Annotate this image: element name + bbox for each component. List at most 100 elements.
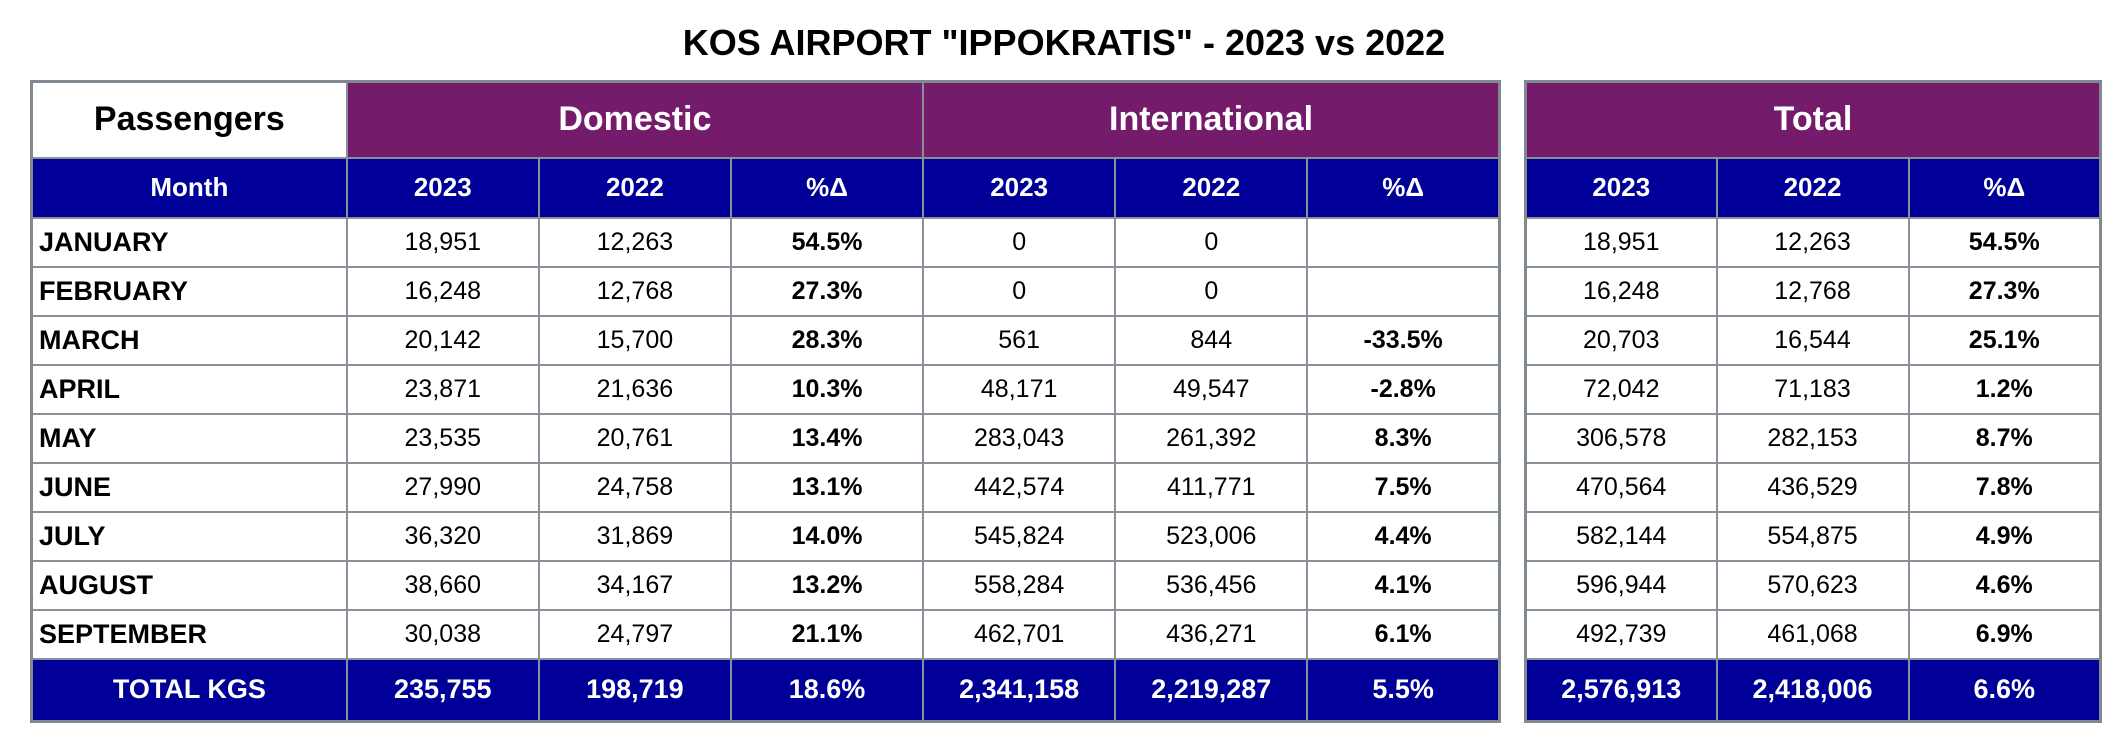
international-2022-cell: 523,006: [1114, 510, 1309, 562]
table-row: JULY 36,320 31,869 14.0% 545,824 523,006 4.4%: [30, 510, 1501, 562]
international-change-cell: [1306, 265, 1501, 317]
domestic-2023-cell: 23,535: [345, 412, 540, 464]
domestic-header: Domestic: [345, 80, 925, 159]
domestic-2023-header: 2023: [345, 156, 540, 219]
total-change-cell: 25.1%: [1907, 314, 2102, 366]
total-2023-cell: 492,739: [1524, 608, 1718, 660]
domestic-change-cell: 54.5%: [729, 216, 925, 268]
domestic-2022-cell: 24,797: [537, 608, 732, 660]
domestic-change-header: %Δ: [729, 156, 925, 219]
total-change-cell: 54.5%: [1907, 216, 2102, 268]
international-2023-cell: 462,701: [922, 608, 1117, 660]
total-row: TOTAL KGS 235,755 198,719 18.6% 2,341,158 2,2…: [30, 657, 1501, 723]
international-2023-header: 2023: [922, 156, 1117, 219]
domestic-change-cell: 13.2%: [729, 559, 925, 611]
domestic-2023-cell: 16,248: [345, 265, 540, 317]
total-2022-total: 2,418,006: [1715, 657, 1910, 723]
international-2022-cell: 436,271: [1114, 608, 1309, 660]
total-change-cell: 8.7%: [1907, 412, 2102, 464]
international-2023-cell: 0: [922, 265, 1117, 317]
total-2022-cell: 570,623: [1715, 559, 1910, 611]
international-2022-cell: 49,547: [1114, 363, 1309, 415]
total-change-cell: 27.3%: [1907, 265, 2102, 317]
table-row: 492,739 461,068 6.9%: [1524, 608, 2102, 660]
international-2023-cell: 558,284: [922, 559, 1117, 611]
domestic-change-cell: 13.4%: [729, 412, 925, 464]
total-table: Total 2023 2022 %Δ 18,951 12,263 54.5% 16,2…: [1524, 80, 2102, 723]
table-row: SEPTEMBER 30,038 24,797 21.1% 462,701 436,271…: [30, 608, 1501, 660]
table-row: 16,248 12,768 27.3%: [1524, 265, 2102, 317]
domestic-2023-cell: 20,142: [345, 314, 540, 366]
international-2022-cell: 0: [1114, 265, 1309, 317]
table-row: 582,144 554,875 4.9%: [1524, 510, 2102, 562]
international-change-cell: -2.8%: [1306, 363, 1501, 415]
total-change-cell: 7.8%: [1907, 461, 2102, 513]
domestic-2022-total: 198,719: [537, 657, 732, 723]
international-2022-cell: 261,392: [1114, 412, 1309, 464]
total-2023-cell: 596,944: [1524, 559, 1718, 611]
total-change-cell: 6.9%: [1907, 608, 2102, 660]
domestic-change-total: 18.6%: [729, 657, 925, 723]
total-change-header: %Δ: [1907, 156, 2102, 219]
domestic-2022-cell: 12,768: [537, 265, 732, 317]
total-2022-cell: 554,875: [1715, 510, 1910, 562]
international-2023-cell: 561: [922, 314, 1117, 366]
international-2023-cell: 283,043: [922, 412, 1117, 464]
domestic-2022-cell: 21,636: [537, 363, 732, 415]
total-2022-cell: 282,153: [1715, 412, 1910, 464]
table-row: MARCH 20,142 15,700 28.3% 561 844 -33.5%: [30, 314, 1501, 366]
international-2022-header: 2022: [1114, 156, 1309, 219]
month-cell: JUNE: [30, 461, 348, 513]
table-row: 20,703 16,544 25.1%: [1524, 314, 2102, 366]
month-cell: JULY: [30, 510, 348, 562]
table-row: 306,578 282,153 8.7%: [1524, 412, 2102, 464]
passengers-label: Passengers: [30, 80, 348, 159]
table-row: 18,951 12,263 54.5%: [1524, 216, 2102, 268]
total-2023-cell: 16,248: [1524, 265, 1718, 317]
domestic-2023-cell: 36,320: [345, 510, 540, 562]
table-row: 72,042 71,183 1.2%: [1524, 363, 2102, 415]
table-row: 596,944 570,623 4.6%: [1524, 559, 2102, 611]
total-change-cell: 4.6%: [1907, 559, 2102, 611]
international-2022-cell: 0: [1114, 216, 1309, 268]
total-2022-header: 2022: [1715, 156, 1910, 219]
domestic-2022-header: 2022: [537, 156, 732, 219]
total-change-cell: 4.9%: [1907, 510, 2102, 562]
domestic-change-cell: 14.0%: [729, 510, 925, 562]
total-2022-cell: 71,183: [1715, 363, 1910, 415]
domestic-2023-cell: 18,951: [345, 216, 540, 268]
domestic-2022-cell: 20,761: [537, 412, 732, 464]
international-change-cell: 7.5%: [1306, 461, 1501, 513]
international-2023-cell: 442,574: [922, 461, 1117, 513]
total-2023-cell: 20,703: [1524, 314, 1718, 366]
domestic-change-cell: 28.3%: [729, 314, 925, 366]
total-2022-cell: 436,529: [1715, 461, 1910, 513]
total-2023-cell: 306,578: [1524, 412, 1718, 464]
domestic-2022-cell: 34,167: [537, 559, 732, 611]
table-row: 470,564 436,529 7.8%: [1524, 461, 2102, 513]
international-change-header: %Δ: [1306, 156, 1501, 219]
domestic-change-cell: 13.1%: [729, 461, 925, 513]
page-title: KOS AIRPORT "IPPOKRATIS" - 2023 vs 2022: [682, 22, 1446, 63]
international-2023-cell: 545,824: [922, 510, 1117, 562]
total-row: 2,576,913 2,418,006 6.6%: [1524, 657, 2102, 723]
international-2023-cell: 0: [922, 216, 1117, 268]
month-cell: SEPTEMBER: [30, 608, 348, 660]
total-2022-cell: 461,068: [1715, 608, 1910, 660]
international-2023-total: 2,341,158: [922, 657, 1117, 723]
international-2022-total: 2,219,287: [1114, 657, 1309, 723]
total-change-cell: 1.2%: [1907, 363, 2102, 415]
international-change-cell: 4.1%: [1306, 559, 1501, 611]
international-2022-cell: 536,456: [1114, 559, 1309, 611]
sub-header-row: Month 2023 2022 %Δ 2023 2022 %Δ: [30, 156, 1501, 219]
domestic-2022-cell: 12,263: [537, 216, 732, 268]
international-change-cell: [1306, 216, 1501, 268]
total-2022-cell: 12,263: [1715, 216, 1910, 268]
domestic-2022-cell: 24,758: [537, 461, 732, 513]
domestic-2022-cell: 31,869: [537, 510, 732, 562]
passengers-table: Passengers Domestic International Month …: [30, 80, 1501, 723]
total-label: TOTAL KGS: [30, 657, 348, 723]
month-header: Month: [30, 156, 348, 219]
group-header-row: Passengers Domestic International: [30, 80, 1501, 159]
domestic-2023-cell: 30,038: [345, 608, 540, 660]
